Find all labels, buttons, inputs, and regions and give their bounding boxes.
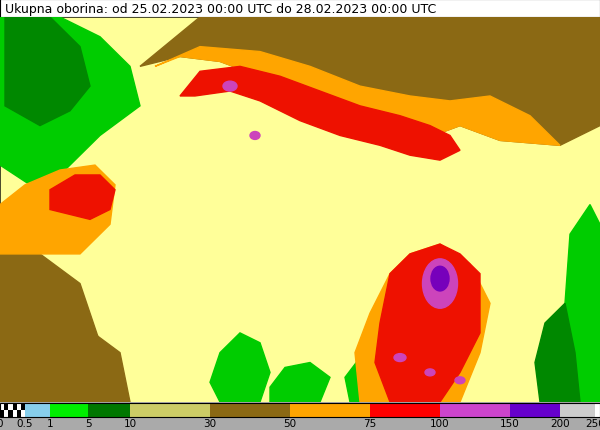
Bar	[0, 403, 600, 418]
Text: 30: 30	[203, 418, 217, 428]
Bar	[560, 403, 595, 418]
Circle shape	[68, 184, 92, 207]
Text: 0.5: 0.5	[17, 418, 33, 428]
Polygon shape	[0, 166, 115, 254]
Bar	[21, 411, 25, 418]
Bar	[595, 403, 600, 418]
Bar	[4, 411, 8, 418]
Bar	[0, 411, 4, 418]
Text: 5: 5	[85, 418, 91, 428]
Bar	[210, 403, 290, 418]
Text: 250: 250	[585, 418, 600, 428]
Ellipse shape	[431, 267, 449, 291]
Bar	[17, 403, 21, 411]
Bar	[25, 403, 50, 418]
Bar	[88, 403, 130, 418]
Bar	[4, 403, 8, 411]
Text: 0: 0	[0, 418, 3, 428]
Ellipse shape	[425, 369, 435, 376]
Bar	[8, 403, 13, 411]
Bar	[17, 411, 21, 418]
Polygon shape	[270, 362, 330, 402]
Polygon shape	[345, 353, 410, 402]
Ellipse shape	[223, 82, 237, 92]
Ellipse shape	[394, 354, 406, 362]
Bar	[130, 403, 210, 418]
Polygon shape	[0, 304, 130, 402]
Bar	[50, 403, 88, 418]
Bar	[440, 403, 510, 418]
Polygon shape	[155, 47, 560, 146]
Polygon shape	[5, 18, 90, 126]
Ellipse shape	[422, 259, 458, 308]
Polygon shape	[210, 333, 270, 402]
Bar	[8, 411, 13, 418]
Polygon shape	[565, 205, 600, 402]
Text: 50: 50	[283, 418, 296, 428]
Bar	[13, 411, 17, 418]
Bar	[13, 403, 17, 411]
Text: Ukupna oborina: od 25.02.2023 00:00 UTC do 28.02.2023 00:00 UTC: Ukupna oborina: od 25.02.2023 00:00 UTC …	[5, 3, 436, 16]
Polygon shape	[50, 175, 115, 220]
Polygon shape	[140, 18, 600, 146]
Bar	[510, 403, 560, 418]
Bar	[21, 403, 25, 411]
Polygon shape	[375, 245, 480, 402]
Bar	[370, 403, 440, 418]
Polygon shape	[180, 67, 460, 161]
Text: 100: 100	[430, 418, 450, 428]
Bar	[290, 403, 370, 418]
Text: 75: 75	[364, 418, 377, 428]
Bar	[0, 403, 4, 411]
Polygon shape	[535, 304, 580, 402]
Polygon shape	[355, 245, 490, 402]
Ellipse shape	[250, 132, 260, 140]
Polygon shape	[0, 254, 100, 402]
Text: 1: 1	[47, 418, 53, 428]
Text: 200: 200	[550, 418, 570, 428]
Ellipse shape	[455, 377, 465, 384]
Text: 150: 150	[500, 418, 520, 428]
Text: 10: 10	[124, 418, 137, 428]
Polygon shape	[0, 18, 140, 185]
